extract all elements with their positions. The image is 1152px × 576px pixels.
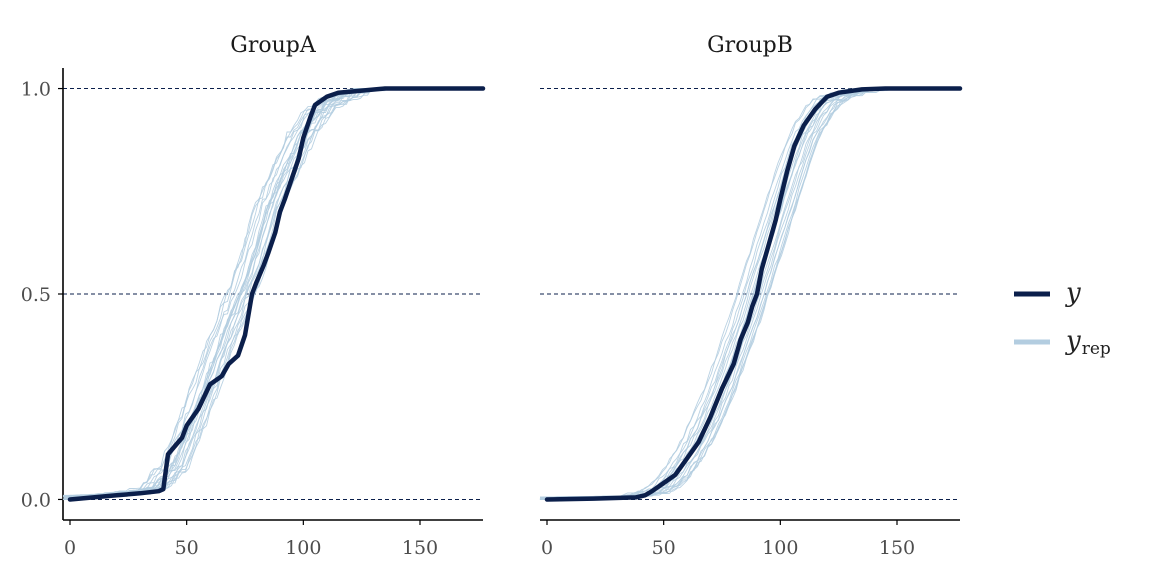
- x-tick-label: 150: [879, 537, 915, 559]
- y-observed-line: [544, 86, 963, 502]
- legend-label-yrep-subscript: rep: [1082, 339, 1111, 359]
- x-tick-label: 100: [285, 537, 321, 559]
- yrep-line: [63, 88, 483, 497]
- yrep-line: [540, 88, 960, 498]
- x-tick-label: 0: [541, 537, 553, 559]
- y-observed-line: [67, 86, 486, 502]
- legend-label-yrep-main: y: [1065, 326, 1081, 356]
- facet-title-groupa: GroupA: [230, 33, 317, 58]
- plot-panel-groupa: 0 50 100 150 0.0 0.5 1.0: [21, 68, 486, 559]
- legend: y yrep: [1014, 278, 1111, 359]
- x-tick-label: 150: [402, 537, 438, 559]
- yrep-line: [63, 88, 483, 498]
- facet-groupa: GroupA 0 50 100 150 0.0 0.5 1.0: [21, 33, 486, 559]
- x-tick-label: 50: [175, 537, 199, 559]
- facet-title-groupb: GroupB: [707, 33, 793, 58]
- x-tick-label: 0: [64, 537, 76, 559]
- plot-panel-groupb: 0 50 100 150: [539, 86, 963, 559]
- yrep-line: [540, 88, 960, 498]
- y-tick-label: 1.0: [21, 79, 51, 101]
- yrep-line: [63, 88, 483, 496]
- yrep-line: [63, 88, 483, 497]
- yrep-line: [63, 88, 483, 498]
- yrep-line: [63, 88, 483, 498]
- x-tick-label: 50: [652, 537, 676, 559]
- yrep-line: [540, 88, 960, 498]
- y-tick-label: 0.0: [21, 489, 51, 511]
- facet-groupb: GroupB 0 50 100 150: [539, 33, 963, 559]
- legend-label-y: y: [1065, 278, 1081, 308]
- x-tick-label: 100: [762, 537, 798, 559]
- y-tick-label: 0.5: [21, 284, 51, 306]
- legend-label-yrep: yrep: [1065, 326, 1111, 359]
- yrep-line: [62, 88, 483, 498]
